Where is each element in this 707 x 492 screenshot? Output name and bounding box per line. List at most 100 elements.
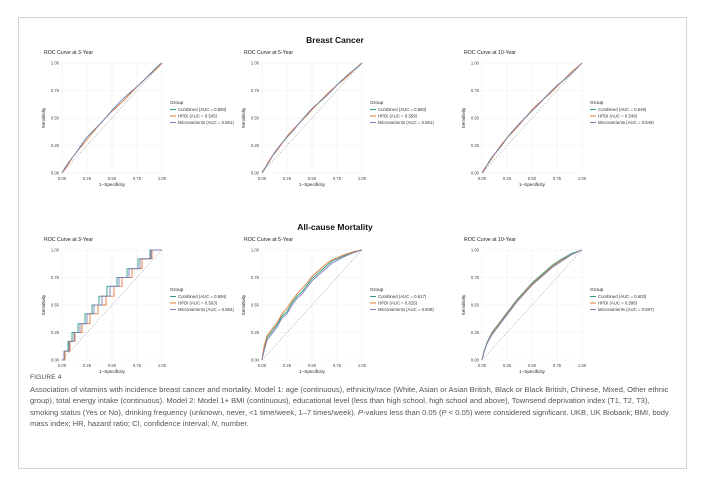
x-tick-label: 1.00	[158, 363, 167, 368]
x-axis-label: 1−Specificity	[99, 182, 126, 187]
x-tick-label: 1.00	[358, 363, 367, 368]
legend-title: Group	[590, 287, 604, 293]
x-tick-label: 0.75	[333, 176, 342, 181]
legend-entry: Micronutrients (AUC = 0.584)	[178, 307, 234, 312]
x-axis-label: 1−Specificity	[99, 369, 126, 374]
figure-caption-text: Association of vitamins with incidence b…	[30, 384, 670, 429]
x-tick-label: 1.00	[158, 176, 167, 181]
panel-title: ROC Curve at 5-Year	[244, 237, 293, 243]
panel-title: ROC Curve at 10-Year	[464, 237, 516, 243]
section-title-all-cause-mortality: All-cause Mortality	[297, 222, 373, 232]
legend-entry: Combined (AUC = 0.560)	[378, 107, 427, 112]
x-tick-label: 0.25	[503, 363, 512, 368]
y-tick-label: 0.00	[51, 171, 60, 176]
y-tick-label: 0.25	[471, 330, 480, 335]
caption-p-italic-2: P	[441, 407, 447, 417]
x-axis-label: 1−Specificity	[299, 182, 326, 187]
legend-entry: HPDI (AUC = 0.598)	[598, 301, 638, 306]
y-tick-label: 1.00	[51, 248, 60, 253]
y-tick-label: 0.50	[51, 116, 60, 121]
roc-curve-micronutrients	[481, 249, 583, 361]
figure-frame: Breast Cancer All-cause Mortality ROC Cu…	[18, 17, 687, 469]
x-tick-label: 0.00	[478, 363, 487, 368]
x-tick-label: 0.75	[553, 363, 562, 368]
legend-entry: Micronutrients (AUC = 0.597)	[598, 307, 654, 312]
y-tick-label: 0.50	[471, 303, 480, 308]
reference-diagonal	[261, 62, 363, 174]
x-tick-label: 0.00	[258, 176, 267, 181]
legend-title: Group	[590, 100, 604, 106]
figure-caption: FIGURE 4 Association of vitamins with in…	[30, 374, 670, 429]
y-tick-label: 0.75	[51, 275, 60, 280]
roc-curve-combined	[481, 249, 583, 361]
section-title-breast-cancer: Breast Cancer	[306, 35, 364, 45]
legend-entry: Combined (AUC = 0.549)	[598, 107, 647, 112]
y-tick-label: 0.25	[51, 330, 60, 335]
y-tick-label: 0.75	[251, 275, 260, 280]
legend-entry: Micronutrients (AUC = 0.561)	[378, 120, 434, 125]
legend-title: Group	[170, 287, 184, 293]
roc-panel-1: ROC Curve at 3-Year 0.000.00 0.25 0.25 0.50 0…	[41, 50, 234, 187]
y-axis-label: Sensitivity	[41, 107, 46, 128]
y-tick-label: 0.75	[51, 88, 60, 93]
x-tick-label: 0.50	[528, 363, 537, 368]
reference-diagonal	[61, 249, 163, 361]
x-tick-label: 1.00	[358, 176, 367, 181]
y-tick-label: 0.75	[251, 88, 260, 93]
caption-part-3: < 0.05) were considered significant. UKB…	[30, 407, 669, 428]
x-tick-label: 0.50	[528, 176, 537, 181]
panel-title: ROC Curve at 3-Year	[44, 237, 93, 243]
caption-n-italic: N	[211, 418, 217, 428]
y-axis-label: Sensitivity	[461, 107, 466, 128]
y-axis-label: Sensitivity	[41, 294, 46, 315]
x-tick-label: 0.00	[258, 363, 267, 368]
x-tick-label: 0.25	[503, 176, 512, 181]
legend-entry: HPDI (AUC = 0.559)	[378, 114, 418, 119]
roc-curve-micronutrients	[261, 62, 363, 174]
roc-curve-combined	[261, 249, 363, 361]
y-tick-label: 0.50	[251, 116, 260, 121]
panel-title: ROC Curve at 3-Year	[44, 50, 93, 56]
legend-title: Group	[370, 100, 384, 106]
x-tick-label: 0.75	[553, 176, 562, 181]
y-tick-label: 0.25	[51, 143, 60, 148]
legend-entry: Combined (AUC = 0.594)	[178, 294, 227, 299]
y-tick-label: 0.25	[471, 143, 480, 148]
legend-entry: HPDI (AUC = 0.563)	[178, 301, 218, 306]
roc-panel-3: ROC Curve at 10-Year 0.000.00 0.25 0.25 0.50…	[461, 50, 654, 187]
y-axis-label: Sensitivity	[461, 294, 466, 315]
reference-diagonal	[61, 62, 163, 174]
caption-part-1: Association of vitamins with incidence b…	[30, 385, 669, 417]
x-tick-label: 0.50	[308, 176, 317, 181]
legend-title: Group	[370, 287, 384, 293]
y-tick-label: 0.50	[471, 116, 480, 121]
x-tick-label: 1.00	[578, 363, 587, 368]
y-axis-label: Sensitivity	[241, 107, 246, 128]
y-tick-label: 1.00	[471, 61, 480, 66]
caption-part-4: , number.	[216, 418, 249, 428]
y-tick-label: 0.50	[51, 303, 60, 308]
y-tick-label: 1.00	[251, 61, 260, 66]
roc-panel-4: ROC Curve at 3-Year 0.000.00 0.25 0.25 0.50 0…	[41, 237, 234, 374]
x-tick-label: 0.50	[108, 176, 117, 181]
roc-panel-6: ROC Curve at 10-Year 0.000.00 0.25 0.25 0.50…	[461, 237, 654, 374]
y-tick-label: 0.75	[471, 88, 480, 93]
x-axis-label: 1−Specificity	[299, 369, 326, 374]
y-tick-label: 0.00	[251, 171, 260, 176]
x-tick-label: 0.00	[58, 363, 67, 368]
legend-entry: Combined (AUC = 0.603)	[598, 294, 647, 299]
x-tick-label: 1.00	[578, 176, 587, 181]
roc-curve-hpdi	[261, 249, 363, 361]
x-tick-label: 0.00	[58, 176, 67, 181]
figure-label: FIGURE 4	[30, 374, 62, 381]
reference-diagonal	[481, 249, 583, 361]
roc-figure: Breast Cancer All-cause Mortality ROC Cu…	[41, 35, 654, 374]
reference-diagonal	[481, 62, 583, 174]
y-tick-label: 0.25	[251, 143, 260, 148]
legend-entry: Micronutrients (AUC = 0.549)	[598, 120, 654, 125]
x-tick-label: 0.25	[283, 176, 292, 181]
x-tick-label: 0.00	[478, 176, 487, 181]
x-tick-label: 0.50	[108, 363, 117, 368]
x-tick-label: 0.25	[83, 363, 92, 368]
legend-entry: Micronutrients (AUC = 0.551)	[178, 120, 234, 125]
